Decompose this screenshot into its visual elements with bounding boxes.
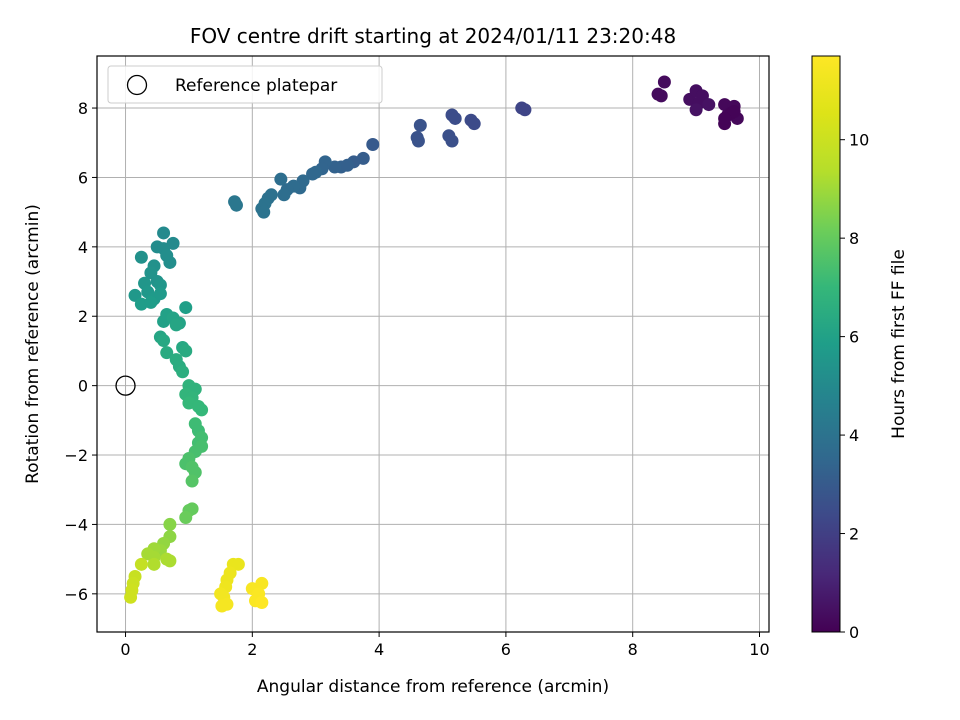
data-point — [153, 287, 167, 301]
data-point — [467, 117, 481, 131]
data-point — [169, 318, 183, 332]
data-point — [718, 111, 732, 125]
colorbar-tick-label: 8 — [849, 229, 859, 248]
data-point — [257, 205, 271, 219]
y-tick-label: 6 — [78, 168, 88, 187]
data-point — [160, 346, 174, 360]
colorbar-tick-label: 4 — [849, 426, 859, 445]
data-point — [306, 167, 320, 181]
data-point — [727, 105, 741, 119]
data-point — [179, 344, 193, 358]
y-axis-label: Rotation from reference (arcmin) — [23, 204, 43, 484]
x-tick-label: 0 — [120, 640, 130, 659]
legend-marker-icon — [126, 74, 148, 96]
data-point — [445, 134, 459, 148]
y-tick-label: −4 — [64, 515, 88, 534]
data-point — [179, 510, 193, 524]
colorbar-tick-label: 10 — [849, 131, 869, 150]
data-point — [518, 103, 532, 117]
data-point — [157, 226, 171, 240]
data-point — [147, 557, 161, 571]
data-point — [176, 365, 190, 379]
data-point — [163, 255, 177, 269]
colorbar-tick-label: 6 — [849, 328, 859, 347]
x-axis-ticks: 0 2 4 6 8 10 — [120, 632, 770, 659]
reference-point-group — [115, 375, 136, 396]
x-axis-label: Angular distance from reference (arcmin) — [257, 677, 609, 697]
x-tick-label: 2 — [247, 640, 257, 659]
chart-title: FOV centre drift starting at 2024/01/11 … — [190, 24, 676, 48]
data-point — [657, 75, 671, 89]
data-point — [702, 98, 716, 112]
grid-lines — [97, 56, 769, 632]
y-tick-label: 4 — [78, 238, 88, 257]
y-axis-ticks: −6 −4 −2 0 2 4 6 8 — [64, 99, 97, 604]
colorbar-tick-label: 0 — [849, 623, 859, 642]
data-point — [215, 599, 229, 613]
data-point — [328, 160, 342, 174]
data-point — [411, 134, 425, 148]
data-point — [274, 172, 288, 186]
x-tick-label: 4 — [374, 640, 384, 659]
colorbar-gradient — [811, 55, 841, 633]
colorbar-ticks: 0 2 4 6 8 10 — [840, 131, 869, 642]
data-point — [185, 474, 199, 488]
data-point — [166, 236, 180, 250]
y-tick-label: 8 — [78, 99, 88, 118]
colorbar: 0 2 4 6 8 10 Hours from first FF file — [811, 55, 909, 642]
colorbar-label: Hours from first FF file — [889, 249, 909, 439]
data-points — [124, 75, 744, 613]
colorbar-tick-label: 2 — [849, 525, 859, 544]
data-point — [179, 301, 193, 315]
x-tick-label: 6 — [501, 640, 511, 659]
data-point — [134, 557, 148, 571]
x-tick-label: 8 — [628, 640, 638, 659]
data-point — [231, 557, 245, 571]
x-tick-label: 10 — [749, 640, 769, 659]
y-tick-label: −2 — [64, 446, 88, 465]
data-point — [229, 198, 243, 212]
data-point — [689, 103, 703, 117]
y-tick-label: 2 — [78, 307, 88, 326]
data-point — [277, 188, 291, 202]
y-tick-label: −6 — [64, 585, 88, 604]
data-point — [448, 111, 462, 125]
plot-frame — [96, 55, 770, 633]
legend-label: Reference platepar — [175, 76, 337, 96]
data-point — [124, 590, 138, 604]
data-point — [134, 250, 148, 264]
data-point — [163, 554, 177, 568]
legend: Reference platepar — [107, 65, 383, 104]
reference-point-marker — [115, 375, 136, 396]
data-point — [163, 517, 177, 531]
data-point — [191, 399, 205, 413]
legend-box — [107, 65, 383, 104]
data-point — [144, 295, 158, 309]
data-point — [157, 334, 171, 348]
y-tick-label: 0 — [78, 377, 88, 396]
data-point — [255, 576, 269, 590]
data-point — [366, 137, 380, 151]
data-point — [654, 89, 668, 103]
data-point — [255, 596, 269, 610]
data-point — [413, 118, 427, 132]
